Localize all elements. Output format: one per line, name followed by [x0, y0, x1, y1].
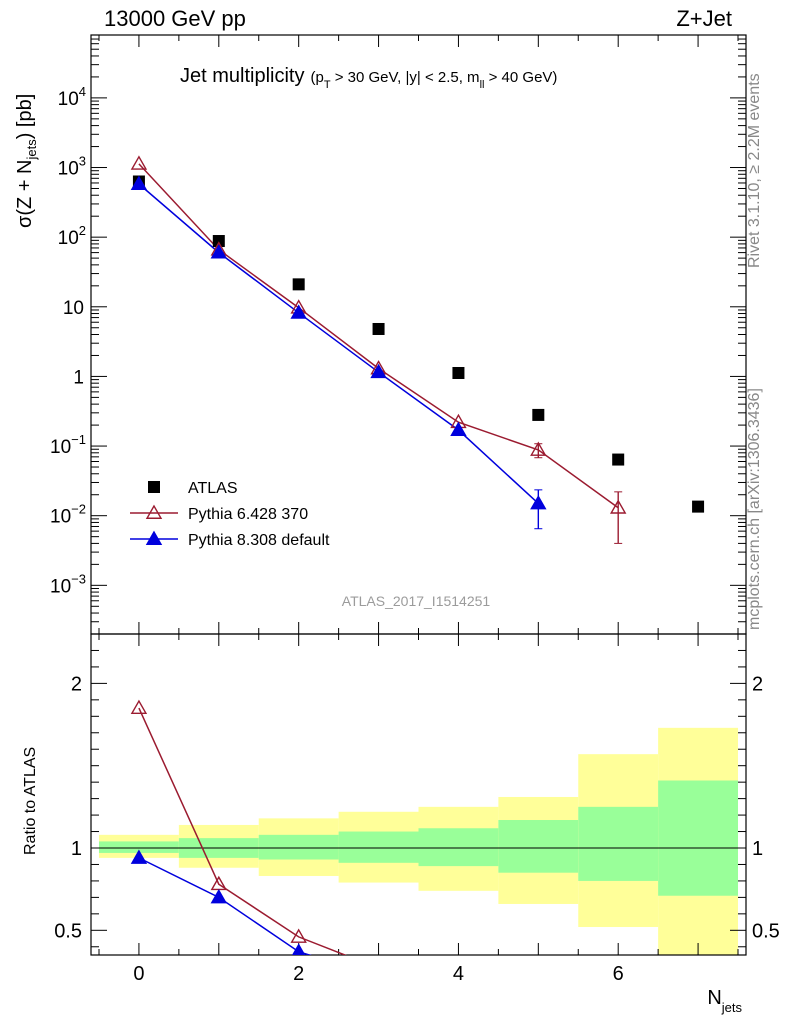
inner-uncertainty-band	[338, 831, 419, 863]
inner-uncertainty-band	[418, 828, 499, 867]
series-line-pythia6	[138, 163, 619, 509]
ratio-y-axis-label: Ratio to ATLAS	[22, 746, 39, 855]
legend-marker-pythia6	[145, 504, 163, 519]
pythia8-data-point	[450, 421, 467, 436]
inner-uncertainty-band	[658, 780, 739, 896]
ratio-bands	[98, 727, 739, 955]
atlas-data-point	[692, 500, 705, 513]
source-label: mcplots.cern.ch [arXiv:1306.3436]	[746, 388, 763, 630]
legend-label: ATLAS	[188, 480, 238, 497]
ratio-y-tick-label-left: 2	[71, 673, 82, 695]
x-tick-label: 6	[613, 963, 624, 985]
ratio-series	[130, 699, 347, 955]
pythia8-data-point	[370, 363, 387, 379]
main-y-tick-label: 10	[63, 298, 84, 319]
legend-label: Pythia 6.428 370	[188, 506, 308, 523]
atlas-data-point	[532, 408, 545, 421]
atlas-data-point	[372, 322, 385, 335]
inner-uncertainty-band	[258, 834, 339, 860]
rivet-version-label: Rivet 3.1.10, ≥ 2.2M events	[746, 73, 763, 268]
x-tick-label: 2	[293, 963, 304, 985]
pythia6-data-point	[530, 441, 547, 456]
legend-marker-atlas	[148, 481, 160, 493]
process-label: Z+Jet	[676, 6, 732, 31]
ratio-y-tick-label-right: 1	[752, 838, 763, 860]
main-y-tick-label: 104	[58, 84, 86, 110]
pythia6-data-point	[130, 155, 148, 170]
main-y-tick-label: 10−2	[50, 502, 86, 528]
pythia6-data-point	[609, 499, 627, 514]
ratio-line-pythia6	[138, 707, 347, 955]
analysis-label: ATLAS_2017_I1514251	[342, 593, 491, 609]
ratio-data-point	[130, 849, 148, 864]
pythia8-data-point	[530, 495, 547, 510]
pythia8-data-point	[130, 175, 148, 190]
main-y-tick-label: 10−3	[50, 571, 86, 597]
ratio-y-tick-label-right: 0.5	[752, 920, 780, 942]
atlas-data-point	[612, 453, 625, 466]
legend-marker-pythia8	[145, 530, 163, 545]
main-y-tick-label: 1	[73, 367, 84, 388]
x-axis-label: Njets	[707, 987, 742, 1015]
main-y-axis-label: σ(Z + Njets) [pb]	[14, 93, 39, 228]
ratio-y-tick-label-right: 2	[752, 673, 763, 695]
main-y-tick-label: 10−1	[50, 432, 86, 458]
ratio-y-tick-label-left: 0.5	[54, 920, 82, 942]
x-tick-label: 0	[133, 963, 144, 985]
ratio-line-pythia8	[138, 857, 312, 955]
ratio-data-point	[291, 943, 306, 955]
inner-uncertainty-band	[578, 806, 659, 881]
ratio-y-tick-label-left: 1	[71, 838, 82, 860]
ratio-data-point	[210, 888, 228, 904]
x-tick-label: 4	[453, 963, 464, 985]
atlas-data-point	[212, 235, 225, 248]
main-y-tick-label: 102	[58, 223, 86, 249]
pythia8-data-point	[210, 244, 228, 259]
inner-uncertainty-band	[498, 820, 579, 873]
chart-title: Jet multiplicity (pT > 30 GeV, |y| < 2.5,…	[180, 65, 557, 91]
inner-uncertainty-band	[98, 841, 179, 853]
atlas-data-point	[452, 366, 465, 379]
energy-label: 13000 GeV pp	[104, 6, 246, 31]
main-y-tick-label: 103	[58, 154, 86, 180]
atlas-data-point	[292, 278, 305, 291]
pythia8-data-point	[290, 304, 307, 319]
legend-label: Pythia 8.308 default	[188, 532, 330, 549]
ratio-data-point	[290, 928, 307, 943]
ratio-data-point	[130, 699, 148, 715]
series-line-pythia8	[138, 183, 539, 504]
